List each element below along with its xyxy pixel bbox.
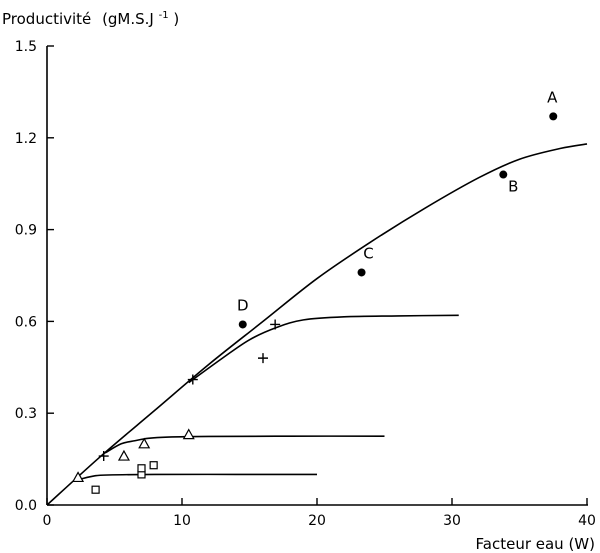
- chart-curves: [46, 143, 588, 506]
- y-tick-label: 1.5: [15, 39, 37, 55]
- data-point-plus: [270, 319, 281, 330]
- y-axis-label-exponent: -1: [159, 10, 169, 21]
- x-axis-label: Facteur eau (W): [476, 535, 595, 553]
- data-point-circle: [238, 320, 247, 329]
- data-point-circle: [499, 170, 508, 179]
- point-label: A: [547, 88, 558, 106]
- y-tick-label: 1.2: [15, 131, 37, 147]
- fit-curve: [104, 435, 385, 454]
- point-label: C: [363, 244, 373, 262]
- y-tick-label: 0.0: [15, 498, 37, 514]
- data-point-circle: [549, 112, 558, 121]
- data-point-square: [137, 464, 146, 473]
- y-tick-label: 0.6: [15, 314, 37, 330]
- y-axis-label: Productivité (gM.S.J -1 ): [2, 4, 179, 28]
- point-label: D: [237, 296, 249, 314]
- y-tick-label: 0.3: [15, 406, 37, 422]
- data-point-plus: [98, 451, 109, 462]
- data-point-circle: [357, 268, 366, 277]
- fit-curve: [46, 143, 588, 506]
- x-tick-label: 40: [578, 513, 596, 529]
- data-point-triangle: [72, 471, 85, 483]
- point-label: B: [508, 178, 518, 196]
- y-axis-label-unit: (gM.S.J: [102, 10, 154, 28]
- y-axis-label-close: ): [173, 10, 179, 28]
- y-axis-label-main: Productivité: [2, 10, 91, 28]
- fit-curve: [80, 473, 318, 480]
- x-tick-label: 20: [308, 513, 326, 529]
- data-point-plus: [187, 374, 198, 385]
- chart-ticks: 0 10 20 30 40 0.0 0.3 0.6 0.9 1.2 1.5: [15, 39, 596, 529]
- data-point-plus: [258, 353, 268, 364]
- x-tick-label: 30: [443, 513, 461, 529]
- fit-curve: [188, 314, 459, 384]
- data-point-triangle: [138, 437, 151, 449]
- x-tick-label: 10: [173, 513, 191, 529]
- chart-point-labels: A B C D: [237, 88, 558, 314]
- chart-marks: [72, 112, 558, 494]
- data-point-square: [149, 461, 158, 470]
- data-point-triangle: [182, 428, 195, 440]
- y-tick-label: 0.9: [15, 223, 37, 239]
- x-tick-label: 0: [43, 513, 52, 529]
- data-point-square: [91, 485, 100, 494]
- data-point-triangle: [117, 449, 130, 461]
